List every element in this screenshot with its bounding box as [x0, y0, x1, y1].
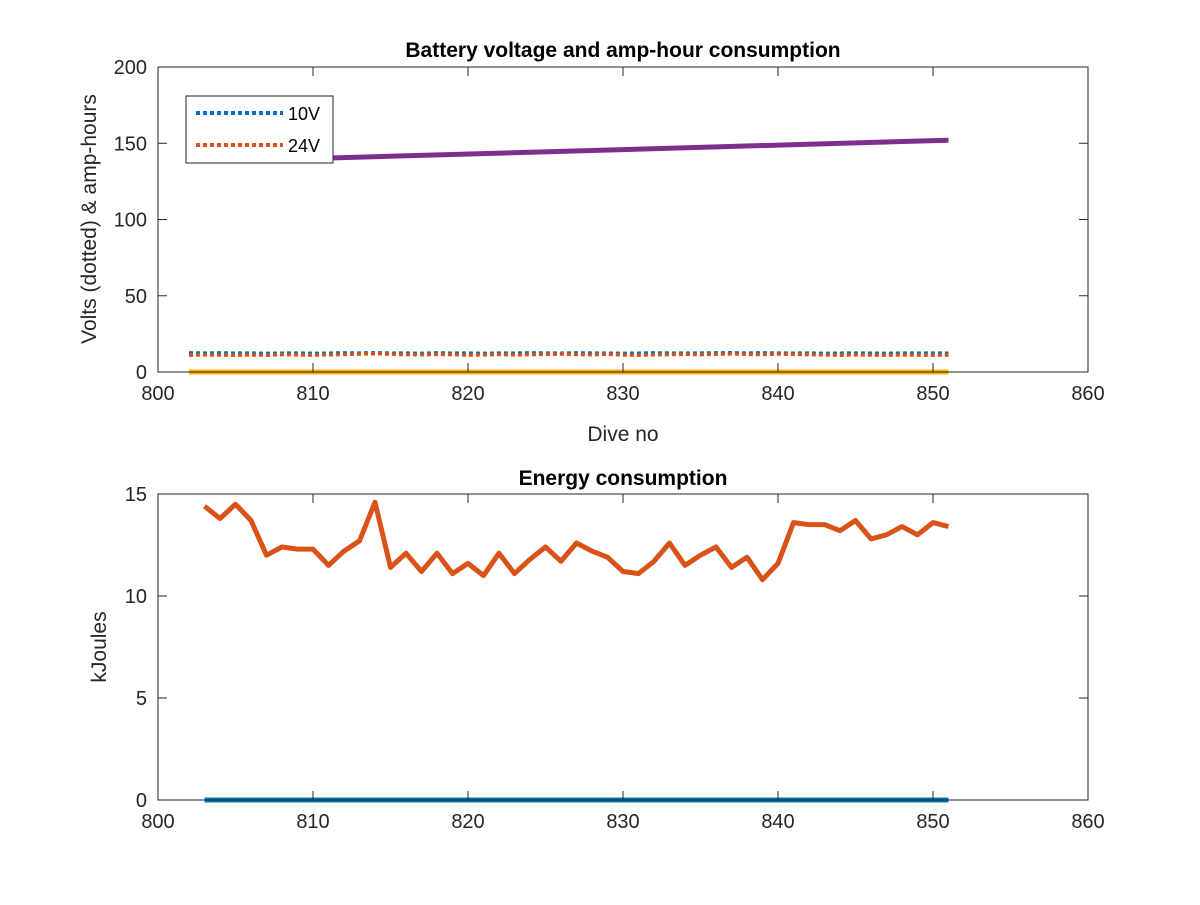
series-line-0: [202, 499, 950, 583]
y-tick-label: 200: [114, 57, 147, 79]
x-tick-label: 800: [141, 383, 174, 405]
y-axis-label: kJoules: [88, 611, 111, 682]
x-tick-label: 810: [296, 811, 329, 833]
energy-consumption-plot: 800 810 820 830 840 850 860 0 5 10 15 Energy consu…: [88, 467, 1105, 833]
x-tick-label: 820: [451, 383, 484, 405]
y-tick-label: 15: [125, 484, 147, 506]
y-tick-label: 50: [125, 286, 147, 308]
y-tick-label: 100: [114, 210, 147, 232]
y-tick-label: 10: [125, 586, 147, 608]
y-tick-label: 150: [114, 133, 147, 155]
tick-layer: 800 810 820 830 840 850 860 0 50 100 150 200: [114, 57, 1105, 405]
series-line-3: [312, 137, 949, 161]
x-tick-label: 820: [451, 811, 484, 833]
y-tick-label: 5: [136, 688, 147, 710]
legend-box: [185, 95, 334, 164]
x-tick-label: 830: [606, 383, 639, 405]
x-tick-label: 800: [141, 811, 174, 833]
series-line-24v: [188, 351, 949, 357]
y-tick-label: 0: [136, 362, 147, 384]
tick-layer: 800 810 820 830 840 850 860 0 5 10 15: [125, 484, 1105, 833]
x-tick-label: 860: [1071, 811, 1104, 833]
x-tick-label: 810: [296, 383, 329, 405]
x-tick-label: 850: [916, 383, 949, 405]
y-tick-label: 0: [136, 790, 147, 812]
plot-area: [158, 494, 1088, 800]
x-tick-label: 830: [606, 811, 639, 833]
chart-title: Energy consumption: [519, 467, 728, 490]
battery-voltage-plot: 800 810 820 830 840 850 860 0 50 100 150 200 Batter…: [78, 39, 1105, 446]
x-tick-label: 840: [761, 383, 794, 405]
x-tick-label: 860: [1071, 383, 1104, 405]
legend-label-10v: 10V: [288, 104, 320, 124]
x-tick-label: 840: [761, 811, 794, 833]
legend: 10V 24V: [185, 95, 334, 164]
chart-title: Battery voltage and amp-hour consumption: [405, 39, 840, 62]
y-axis-label: Volts (dotted) & amp-hours: [78, 94, 101, 344]
x-tick-label: 850: [916, 811, 949, 833]
legend-label-24v: 24V: [288, 136, 320, 156]
x-axis-label: Dive no: [587, 423, 658, 446]
